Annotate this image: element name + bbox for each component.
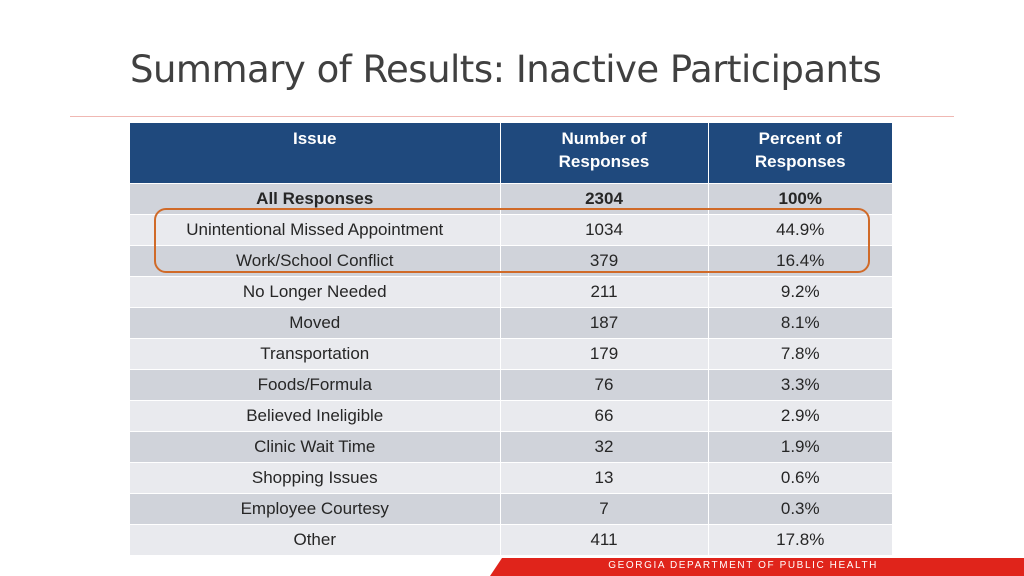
cell-number: 187 bbox=[500, 307, 709, 339]
results-table: Issue Number of Responses Percent of Res… bbox=[130, 123, 892, 555]
header-number-line1: Number of bbox=[561, 129, 647, 148]
cell-issue: No Longer Needed bbox=[130, 276, 501, 308]
header-percent-line2: Responses bbox=[754, 152, 846, 171]
cell-issue: Unintentional Missed Appointment bbox=[130, 214, 501, 246]
cell-percent: 0.3% bbox=[708, 493, 892, 525]
cell-percent: 44.9% bbox=[708, 214, 892, 246]
footer-bar bbox=[490, 558, 1024, 576]
cell-issue: Work/School Conflict bbox=[130, 245, 501, 277]
cell-issue: Believed Ineligible bbox=[130, 400, 501, 432]
table-row: Moved 187 8.1% bbox=[130, 307, 892, 339]
header-number-line2: Responses bbox=[558, 152, 650, 171]
cell-number: 7 bbox=[500, 493, 709, 525]
table-row-all-responses: All Responses 2304 100% bbox=[130, 183, 892, 215]
cell-issue: Foods/Formula bbox=[130, 369, 501, 401]
cell-number: 76 bbox=[500, 369, 709, 401]
table-row: Unintentional Missed Appointment 1034 44… bbox=[130, 214, 892, 246]
cell-percent: 9.2% bbox=[708, 276, 892, 308]
cell-percent: 16.4% bbox=[708, 245, 892, 277]
header-percent-line1: Percent of bbox=[758, 129, 842, 148]
table-row: Employee Courtesy 7 0.3% bbox=[130, 493, 892, 525]
header-issue: Issue bbox=[130, 123, 501, 184]
cell-issue: Employee Courtesy bbox=[130, 493, 501, 525]
table-row: Work/School Conflict 379 16.4% bbox=[130, 245, 892, 277]
cell-percent: 3.3% bbox=[708, 369, 892, 401]
cell-percent: 0.6% bbox=[708, 462, 892, 494]
cell-number: 2304 bbox=[500, 183, 709, 215]
cell-percent: 7.8% bbox=[708, 338, 892, 370]
cell-percent: 1.9% bbox=[708, 431, 892, 463]
cell-issue: Moved bbox=[130, 307, 501, 339]
slide-title: Summary of Results: Inactive Participant… bbox=[130, 48, 882, 91]
table-row: No Longer Needed 211 9.2% bbox=[130, 276, 892, 308]
table-row: Transportation 179 7.8% bbox=[130, 338, 892, 370]
cell-number: 32 bbox=[500, 431, 709, 463]
header-number-of-responses: Number of Responses bbox=[500, 123, 709, 184]
cell-percent: 17.8% bbox=[708, 524, 892, 555]
table-header-row: Issue Number of Responses Percent of Res… bbox=[130, 123, 892, 184]
cell-percent: 2.9% bbox=[708, 400, 892, 432]
cell-number: 1034 bbox=[500, 214, 709, 246]
title-divider bbox=[70, 116, 954, 117]
table-row: Believed Ineligible 66 2.9% bbox=[130, 400, 892, 432]
cell-issue: Transportation bbox=[130, 338, 501, 370]
footer-organization: GEORGIA DEPARTMENT OF PUBLIC HEALTH bbox=[608, 560, 878, 571]
cell-percent: 100% bbox=[708, 183, 892, 215]
cell-number: 13 bbox=[500, 462, 709, 494]
cell-issue: Other bbox=[130, 524, 501, 555]
cell-percent: 8.1% bbox=[708, 307, 892, 339]
cell-issue: Clinic Wait Time bbox=[130, 431, 501, 463]
table-row: Foods/Formula 76 3.3% bbox=[130, 369, 892, 401]
header-percent-of-responses: Percent of Responses bbox=[708, 123, 892, 184]
cell-number: 411 bbox=[500, 524, 709, 555]
cell-number: 211 bbox=[500, 276, 709, 308]
table-row: Shopping Issues 13 0.6% bbox=[130, 462, 892, 494]
cell-number: 379 bbox=[500, 245, 709, 277]
table-row: Other 411 17.8% bbox=[130, 524, 892, 555]
cell-issue: Shopping Issues bbox=[130, 462, 501, 494]
cell-number: 66 bbox=[500, 400, 709, 432]
cell-issue: All Responses bbox=[130, 183, 501, 215]
table-row: Clinic Wait Time 32 1.9% bbox=[130, 431, 892, 463]
cell-number: 179 bbox=[500, 338, 709, 370]
